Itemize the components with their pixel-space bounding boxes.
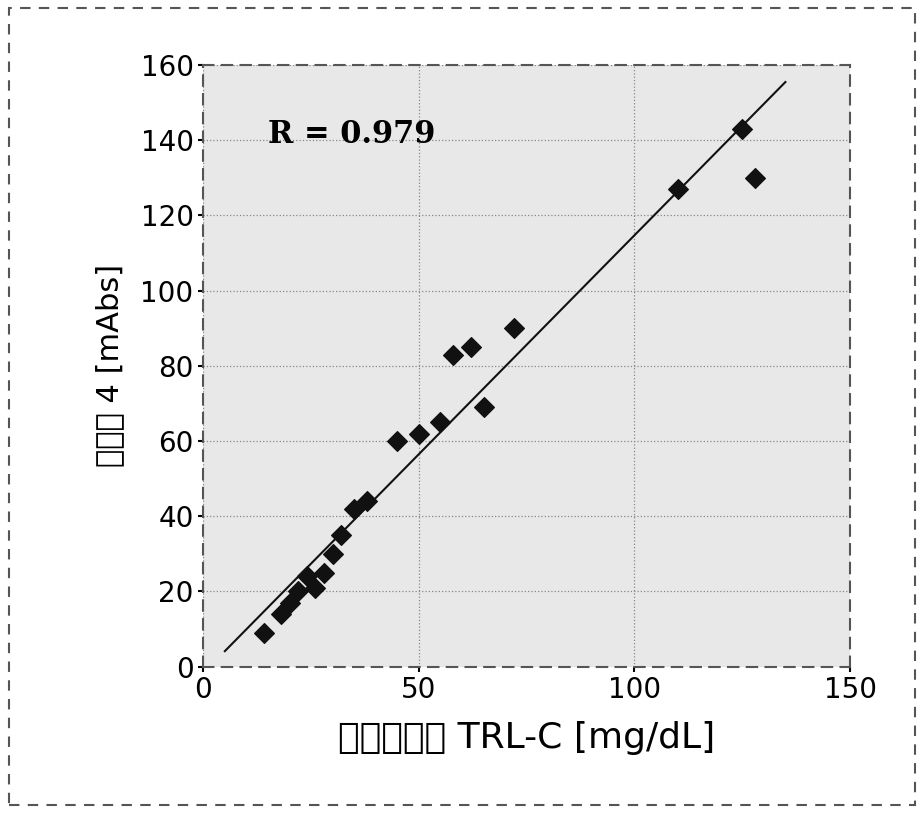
Point [748,172,762,185]
Point [463,341,478,354]
Point [299,570,314,583]
Point [670,183,685,196]
Point [346,502,361,515]
Point [411,427,426,440]
Point [433,415,448,428]
Point [325,547,340,560]
Point [476,401,491,414]
Point [506,322,521,335]
Point [390,435,405,448]
Y-axis label: 实施例 4 [mAbs]: 实施例 4 [mAbs] [95,264,124,467]
Point [446,348,461,361]
Point [334,528,348,541]
Point [308,581,322,594]
X-axis label: 超速离心法 TRL-C [mg/dL]: 超速离心法 TRL-C [mg/dL] [338,721,715,755]
Point [282,596,297,609]
Text: R = 0.979: R = 0.979 [268,120,435,150]
Point [735,123,749,136]
Point [317,566,332,579]
Point [291,585,306,598]
Point [359,494,374,507]
Point [256,626,271,639]
Point [274,607,288,620]
